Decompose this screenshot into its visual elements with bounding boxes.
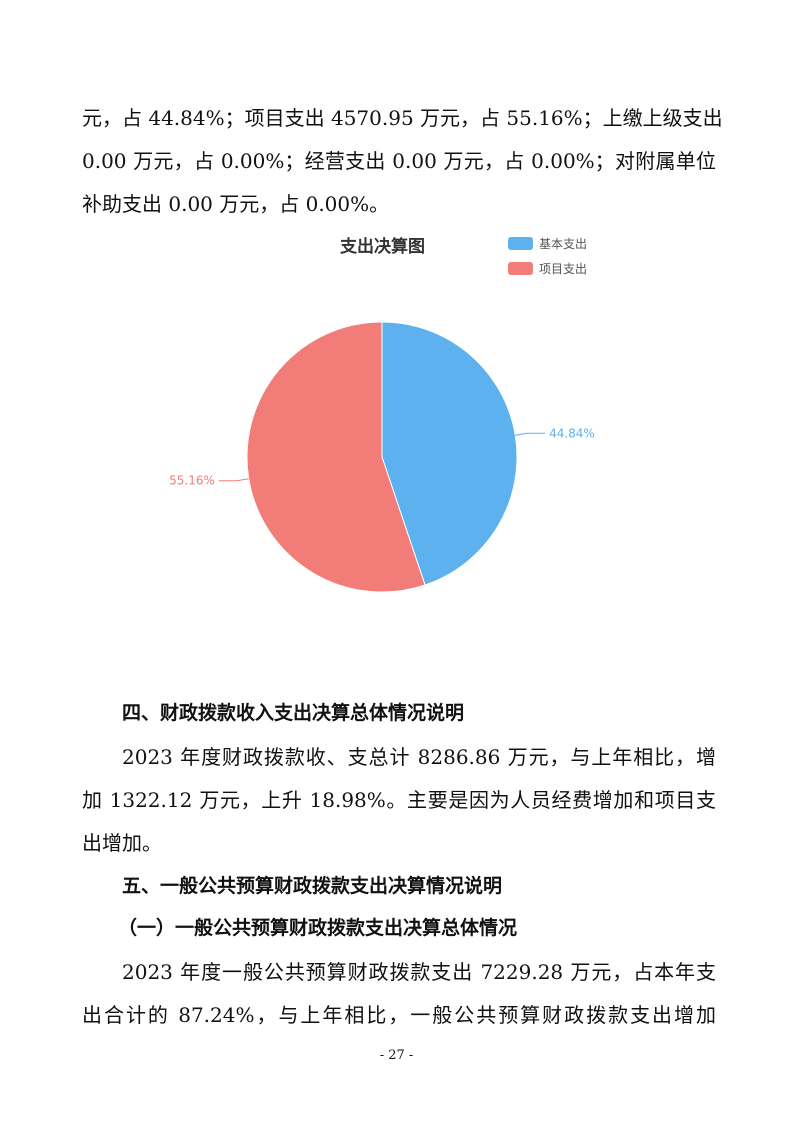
body-line: 加 1322.12 万元，上升 18.98%。主要是因为人员经费增加和项目支 [82,788,716,812]
slice-label: 55.16% [169,474,215,488]
pie-slice[interactable] [246,321,426,593]
legend-swatch [508,237,533,250]
legend-label[interactable]: 项目支出 [539,262,587,276]
legend-swatch [508,262,533,275]
body-line: 出增加。 [82,831,162,855]
body-line: 元，占 44.84%；项目支出 4570.95 万元，占 55.16%；上缴上级… [82,106,723,130]
chart-title: 支出决算图 [340,236,425,257]
section-heading: 五、一般公共预算财政拨款支出决算情况说明 [122,875,503,897]
body-line: 补助支出 0.00 万元，占 0.00%。 [82,192,390,216]
label-leader-line [515,432,546,436]
body-line: 出合计的 87.24%，与上年相比，一般公共预算财政拨款支出增加 [82,1003,716,1027]
body-line: 2023 年度财政拨款收、支总计 8286.86 万元，与上年相比，增 [122,745,716,769]
section-heading: 四、财政拨款收入支出决算总体情况说明 [122,702,465,724]
subsection-heading: （一）一般公共预算财政拨款支出决算总体情况 [118,917,518,939]
body-line: 2023 年度一般公共预算财政拨款支出 7229.28 万元，占本年支 [122,960,716,984]
slice-label: 44.84% [549,426,595,440]
body-line: 0.00 万元，占 0.00%；经营支出 0.00 万元，占 0.00%；对附属… [82,149,716,173]
label-leader-line [218,478,249,482]
legend-label[interactable]: 基本支出 [539,237,587,251]
page-number: - 27 - [379,1048,414,1063]
